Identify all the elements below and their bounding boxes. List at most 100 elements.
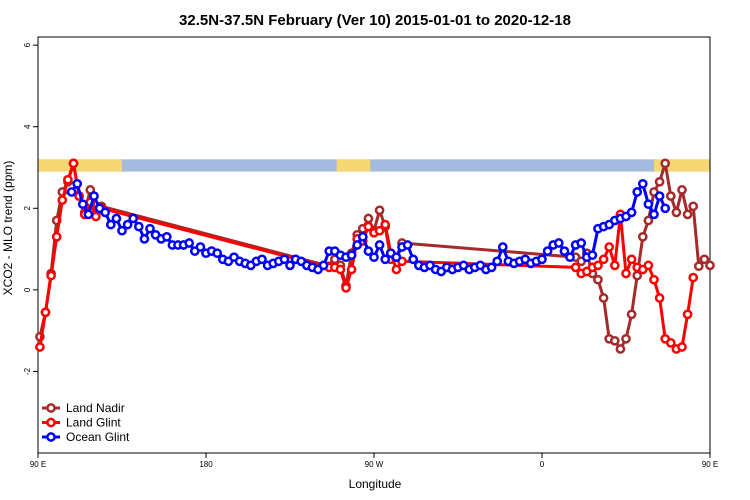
- data-point: [145, 223, 155, 234]
- data-point: [363, 221, 374, 232]
- data-point: [565, 252, 575, 263]
- x-tick-label: 0: [540, 460, 545, 469]
- data-point: [632, 187, 643, 197]
- data-point: [369, 252, 379, 263]
- data-point: [105, 219, 116, 230]
- data-point: [654, 293, 665, 303]
- data-point: [374, 240, 385, 250]
- data-point: [626, 207, 637, 218]
- data-point: [671, 207, 682, 218]
- data-point: [346, 264, 357, 275]
- data-point: [352, 240, 363, 250]
- data-point: [35, 342, 45, 352]
- data-point: [542, 246, 553, 256]
- data-point: [374, 225, 385, 236]
- data-point: [391, 264, 402, 275]
- data-point: [682, 209, 693, 220]
- data-point: [184, 238, 195, 248]
- data-point: [598, 293, 609, 303]
- data-point: [593, 260, 603, 271]
- data-point: [117, 225, 127, 236]
- legend-swatch-marker: [46, 417, 56, 428]
- data-point: [139, 234, 150, 244]
- land-segment: [38, 159, 122, 172]
- data-point: [122, 219, 133, 230]
- y-tick-label: 0: [23, 287, 32, 292]
- data-point: [643, 215, 654, 226]
- data-point: [537, 254, 547, 265]
- data-point: [279, 254, 290, 265]
- data-point: [341, 282, 351, 293]
- data-point: [380, 219, 391, 230]
- data-point: [72, 178, 83, 189]
- data-point: [593, 274, 603, 285]
- data-point: [380, 254, 391, 265]
- legend-swatch-marker: [46, 403, 56, 413]
- y-tick-label: 6: [23, 42, 32, 47]
- data-point: [257, 254, 267, 265]
- x-tick-label: 90 E: [702, 460, 718, 469]
- plot-series: [35, 158, 715, 354]
- data-point: [660, 158, 671, 169]
- data-point: [660, 203, 671, 214]
- data-point: [66, 187, 77, 197]
- data-point: [363, 246, 374, 256]
- data-point: [100, 207, 111, 218]
- data-point: [609, 335, 620, 346]
- legend-item: Land Glint: [42, 416, 121, 430]
- data-point: [346, 250, 357, 261]
- data-point: [357, 231, 368, 242]
- data-point: [688, 201, 699, 212]
- data-point: [654, 176, 665, 187]
- data-point: [621, 333, 631, 344]
- land-ocean-band: [38, 159, 710, 172]
- x-tick-label: 90 E: [30, 460, 46, 469]
- data-point: [408, 254, 419, 265]
- data-point: [133, 221, 144, 232]
- data-point: [677, 185, 687, 195]
- data-point: [497, 242, 508, 252]
- data-point: [693, 261, 704, 272]
- data-point: [626, 254, 637, 265]
- data-point: [40, 307, 51, 318]
- legend-item: Land Nadir: [42, 401, 125, 415]
- data-point: [68, 158, 79, 169]
- data-point: [46, 270, 56, 281]
- data-point: [643, 260, 654, 271]
- data-point: [285, 260, 295, 271]
- data-point: [654, 191, 665, 201]
- data-point: [688, 272, 699, 283]
- data-point: [77, 199, 88, 210]
- x-axis-label: Longitude: [349, 477, 402, 491]
- data-point: [626, 309, 637, 320]
- data-point: [374, 205, 385, 216]
- data-point: [587, 250, 598, 261]
- data-point: [649, 274, 659, 285]
- data-point: [89, 191, 99, 201]
- data-point: [665, 338, 676, 348]
- data-point: [318, 260, 329, 271]
- data-point: [677, 342, 687, 352]
- legend-label: Ocean Glint: [66, 430, 130, 444]
- data-point: [637, 178, 648, 189]
- data-point: [57, 195, 68, 205]
- y-tick-label: -2: [23, 367, 32, 375]
- legend-label: Land Nadir: [66, 401, 125, 415]
- series-land-glint: [35, 158, 699, 354]
- data-point: [335, 264, 346, 275]
- data-point: [83, 209, 94, 220]
- data-point: [195, 242, 206, 252]
- legend-label: Land Glint: [66, 416, 121, 430]
- y-tick-label: 2: [23, 206, 32, 211]
- data-point: [643, 199, 654, 210]
- data-point: [391, 252, 402, 263]
- data-point: [609, 260, 620, 271]
- x-tick-label: 90 W: [365, 460, 384, 469]
- data-point: [637, 231, 648, 242]
- data-point: [682, 309, 693, 320]
- y-axis-label: XCO2 - MLO trend (ppm): [1, 161, 15, 296]
- series-ocean-glint: [66, 178, 671, 277]
- data-point: [492, 256, 503, 267]
